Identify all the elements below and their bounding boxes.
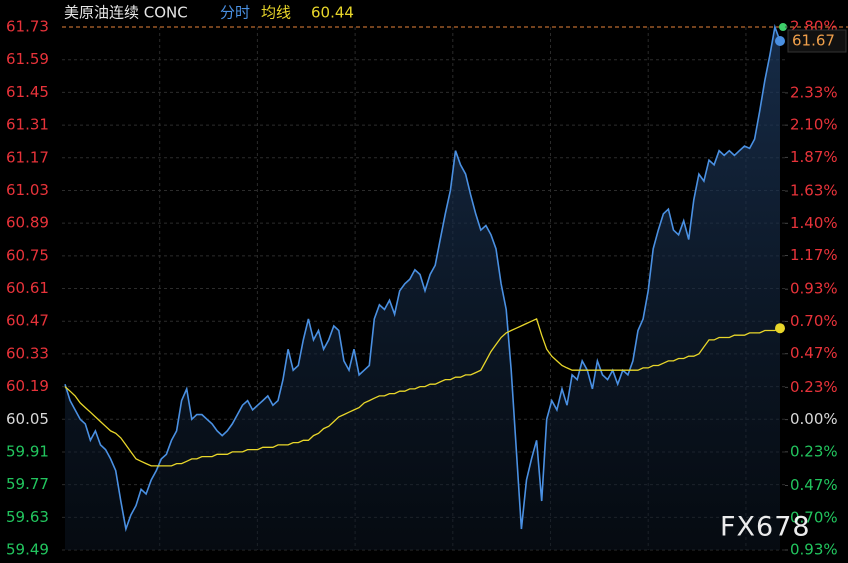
y2-tick-label: 1.87%: [790, 148, 838, 166]
y-tick-label: 61.73: [6, 18, 49, 36]
y-tick-label: 59.49: [6, 541, 49, 559]
last-price-label: 61.67: [792, 32, 835, 50]
y-tick-label: 59.77: [6, 475, 49, 493]
y2-tick-label: 0.70%: [790, 508, 838, 526]
y-tick-label: 60.75: [6, 246, 49, 264]
last-price-dot: [775, 36, 785, 47]
y2-tick-label: 1.17%: [790, 246, 838, 264]
y2-tick-label: 1.63%: [790, 182, 838, 200]
y-tick-label: 60.89: [6, 214, 49, 232]
price-tag: [787, 29, 847, 53]
y-tick-label: 61.59: [6, 50, 49, 68]
y-tick-label: 60.19: [6, 377, 49, 395]
y-tick-label: 61.03: [6, 181, 49, 199]
legend-entry: 分时: [220, 4, 250, 22]
y-tick-label: 59.63: [6, 508, 49, 526]
series-line: [64, 23, 781, 533]
y2-tick-label: 0.47%: [790, 344, 838, 362]
y-tick-label: 60.47: [6, 312, 49, 330]
legend-value: 60.44: [311, 4, 354, 22]
y2-tick-label: 0.93%: [790, 280, 838, 298]
y-tick-label: 61.31: [6, 116, 49, 134]
y-tick-label: 60.61: [6, 279, 49, 297]
series-line: [64, 318, 781, 467]
last-avg-dot: [775, 323, 785, 334]
y2-tick-label: 0.47%: [790, 476, 838, 494]
watermark: FX678: [720, 512, 811, 543]
y-tick-label: 60.05: [6, 410, 49, 428]
y2-tick-label: 0.00%: [790, 410, 838, 428]
plot: [62, 23, 848, 550]
y2-tick-label: 1.40%: [790, 214, 838, 232]
y-tick-label: 60.33: [6, 344, 49, 362]
y-tick-label: 59.91: [6, 442, 49, 460]
y2-tick-label: 0.70%: [790, 312, 838, 330]
y2-tick-label: 2.10%: [790, 116, 838, 134]
high-dot: [779, 23, 787, 31]
y-tick-label: 61.45: [6, 83, 49, 101]
legend-entry: 均线: [261, 4, 291, 22]
y2-tick-label: 0.23%: [790, 442, 838, 460]
y2-tick-label: 0.23%: [790, 378, 838, 396]
y2-tick-label: 2.33%: [790, 83, 838, 101]
chart-title: 美原油连续 CONC: [64, 4, 188, 22]
axis-labels: 61.73 61.59 61.45 61.31 61.17 61.03 60.89 60.75…: [6, 18, 848, 559]
y2-tick-label: 0.93%: [790, 541, 838, 559]
y-tick-label: 61.17: [6, 148, 49, 166]
price-area: [65, 27, 780, 550]
